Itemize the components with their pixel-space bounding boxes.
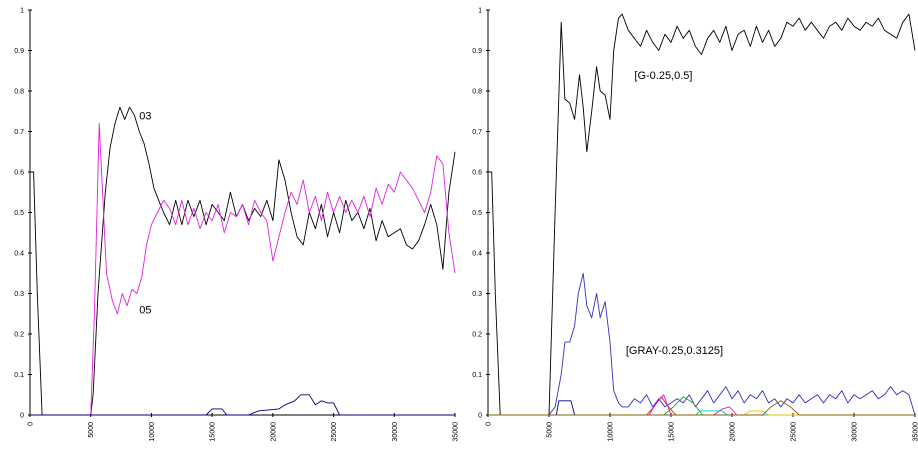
y-tick-label: 0.5 bbox=[472, 210, 482, 217]
x-tick-label: 15000 bbox=[669, 422, 676, 442]
series-line-1 bbox=[30, 107, 455, 415]
x-tick-label: 30000 bbox=[852, 422, 859, 442]
y-tick-label: 0.7 bbox=[472, 129, 482, 136]
x-tick-label: 0 bbox=[486, 422, 493, 426]
y-tick-label: 1 bbox=[478, 8, 482, 15]
x-tick-label: 10000 bbox=[608, 422, 615, 442]
y-tick-label: 0.6 bbox=[472, 170, 482, 177]
annotation-label: [G-0.25,0.5] bbox=[634, 70, 692, 82]
x-tick-label: 25000 bbox=[791, 422, 798, 442]
chart-1: 0 0.1 0.2 0.3 0.4 0.5 0.6 0.7 0.8 0.9 1 0 5000 10000 1… bbox=[14, 8, 459, 442]
y-tick-label: 0.6 bbox=[14, 170, 24, 177]
y-tick-label: 0.4 bbox=[472, 251, 482, 258]
annotation-label: [GRAY-0.25,0.3125] bbox=[626, 345, 723, 357]
y-tick-label: 1 bbox=[20, 8, 24, 15]
x-tick-label: 10000 bbox=[149, 422, 156, 442]
y-tick-label: 0.8 bbox=[472, 89, 482, 96]
y-tick-label: 0.5 bbox=[14, 210, 24, 217]
y-tick-label: 0.2 bbox=[472, 332, 482, 339]
y-tick-label: 0.3 bbox=[472, 291, 482, 298]
x-tick-label: 5000 bbox=[88, 422, 95, 438]
y-tick-label: 0.1 bbox=[472, 372, 482, 379]
series-line-6 bbox=[488, 395, 915, 415]
x-tick-label: 25000 bbox=[331, 422, 338, 442]
x-tick-label: 30000 bbox=[392, 422, 399, 442]
series-line-3 bbox=[30, 395, 455, 415]
y-tick-label: 0.2 bbox=[14, 332, 24, 339]
y-tick-label: 0 bbox=[478, 413, 482, 420]
y-tick-label: 0.4 bbox=[14, 251, 24, 258]
y-tick-label: 0.9 bbox=[472, 48, 482, 55]
y-tick-label: 0 bbox=[20, 413, 24, 420]
x-tick-label: 35000 bbox=[913, 422, 918, 442]
y-tick-label: 0.8 bbox=[14, 89, 24, 96]
y-tick-label: 0.3 bbox=[14, 291, 24, 298]
y-tick-label: 0.7 bbox=[14, 129, 24, 136]
series-line-2 bbox=[488, 273, 915, 415]
y-tick-label: 0.9 bbox=[14, 48, 24, 55]
annotation-label: 05 bbox=[139, 305, 151, 317]
annotation-label: 03 bbox=[139, 110, 151, 122]
x-tick-label: 20000 bbox=[270, 422, 277, 442]
series-line-2 bbox=[30, 123, 455, 415]
x-tick-label: 0 bbox=[28, 422, 35, 426]
y-tick-label: 0.1 bbox=[14, 372, 24, 379]
x-tick-label: 35000 bbox=[453, 422, 460, 442]
x-tick-label: 15000 bbox=[210, 422, 217, 442]
x-tick-label: 20000 bbox=[730, 422, 737, 442]
chart-2: 0 0.1 0.2 0.3 0.4 0.5 0.6 0.7 0.8 0.9 1 0 5000 10000 1… bbox=[472, 8, 918, 442]
x-tick-label: 5000 bbox=[547, 422, 554, 438]
